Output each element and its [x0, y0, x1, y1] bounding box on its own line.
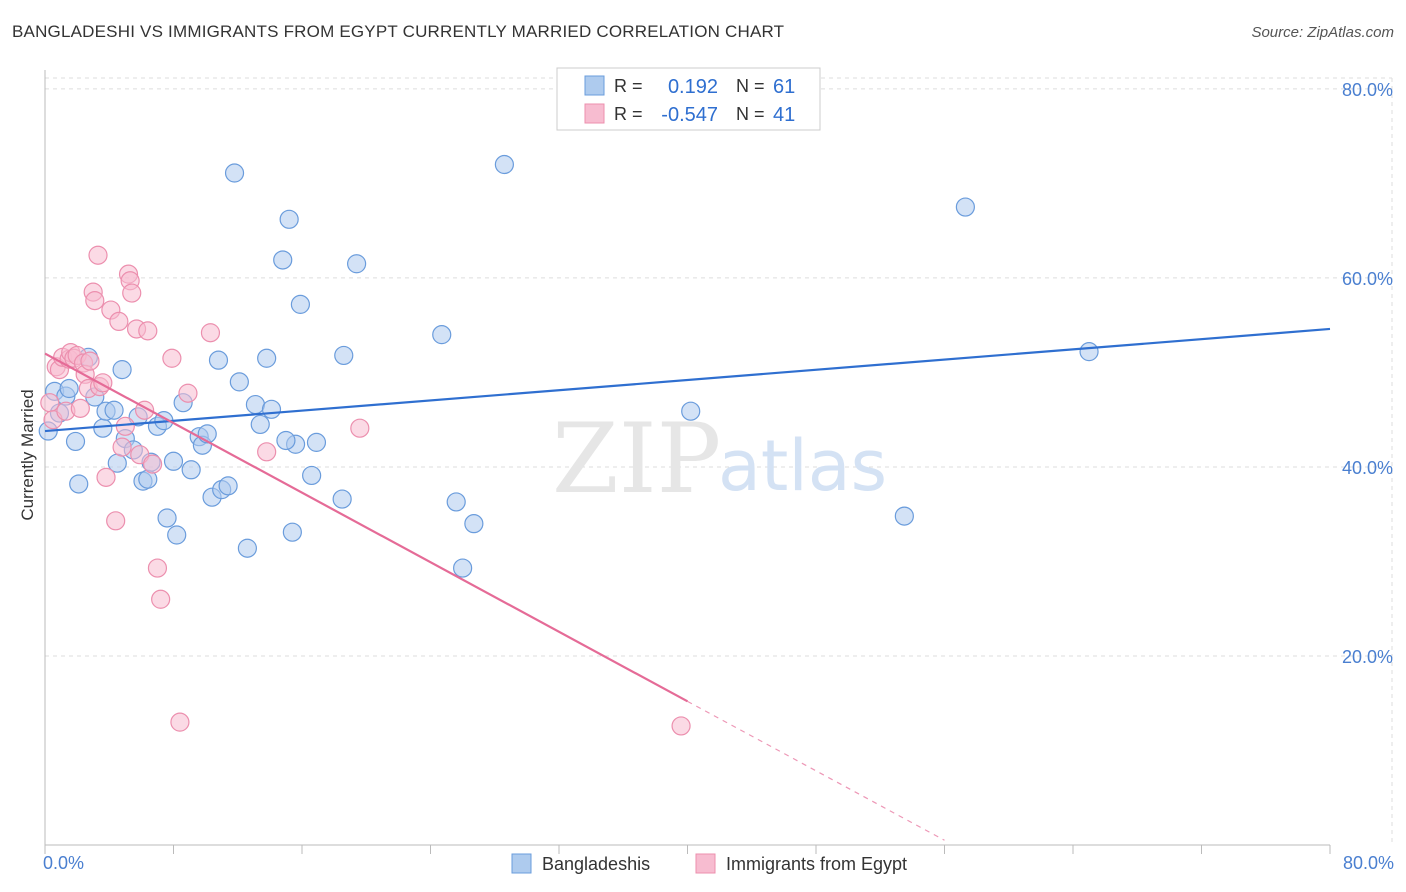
y-axis-label: Currently Married — [18, 389, 37, 520]
data-point-egypt — [151, 589, 171, 609]
data-point-egypt — [40, 393, 60, 413]
data-point-egypt — [138, 321, 158, 341]
legend-swatch-egypt — [695, 853, 716, 874]
legend-n-label: N = — [736, 76, 765, 96]
data-point-bangladeshis — [104, 400, 124, 420]
watermark-atlas: atlas — [718, 425, 887, 507]
legend-n-label: N = — [736, 104, 765, 124]
chart-title: BANGLADESHI VS IMMIGRANTS FROM EGYPT CUR… — [12, 22, 785, 41]
x-tick-label: 80.0% — [1343, 853, 1394, 873]
data-point-bangladeshis — [453, 558, 473, 578]
trend-line-bangladeshis — [44, 327, 1331, 433]
data-point-bangladeshis — [250, 414, 270, 435]
data-point-bangladeshis — [332, 489, 352, 509]
data-point-bangladeshis — [279, 209, 299, 229]
data-point-bangladeshis — [446, 492, 466, 512]
axes — [44, 70, 1331, 854]
data-point-egypt — [106, 511, 126, 531]
legend-r-value: 0.192 — [668, 76, 718, 98]
data-point-bangladeshis — [167, 525, 187, 545]
data-point-egypt — [162, 348, 182, 368]
data-point-bangladeshis — [306, 432, 327, 452]
data-point-egypt — [80, 351, 100, 371]
data-point-bangladeshis — [1079, 342, 1099, 362]
legend-label-bangladeshis: Bangladeshis — [542, 854, 650, 874]
legend-swatch-pink — [584, 103, 605, 124]
data-point-bangladeshis — [282, 522, 302, 542]
data-point-bangladeshis — [65, 431, 86, 452]
legend-series: Bangladeshis Immigrants from Egypt — [511, 853, 907, 874]
data-point-egypt — [88, 245, 108, 265]
legend-label-egypt: Immigrants from Egypt — [726, 854, 907, 874]
data-point-bangladeshis — [894, 506, 914, 526]
data-point-egypt — [115, 416, 135, 436]
series-egypt-points — [40, 245, 691, 736]
data-point-egypt — [130, 445, 150, 465]
data-point-bangladeshis — [208, 350, 229, 370]
data-point-egypt — [85, 291, 105, 311]
legend-r-label: R = — [614, 104, 643, 124]
watermark: ZIP atlas — [552, 403, 887, 515]
data-point-bangladeshis — [257, 348, 277, 368]
data-point-bangladeshis — [302, 465, 322, 486]
data-point-bangladeshis — [59, 378, 79, 399]
trend-lines — [44, 327, 1331, 841]
data-point-bangladeshis — [93, 418, 113, 438]
y-tick-label: 80.0% — [1342, 80, 1393, 100]
data-point-egypt — [70, 398, 90, 418]
data-point-egypt — [178, 383, 198, 403]
data-point-bangladeshis — [681, 401, 701, 421]
data-point-bangladeshis — [157, 508, 177, 528]
data-point-bangladeshis — [290, 294, 310, 314]
legend-stats: R = 0.192 N = 61 R = -0.547 N = 41 — [556, 67, 821, 131]
data-point-bangladeshis — [464, 514, 484, 534]
data-point-bangladeshis — [112, 360, 132, 380]
data-point-bangladeshis — [224, 163, 245, 183]
data-point-bangladeshis — [273, 250, 293, 270]
data-point-bangladeshis — [245, 394, 266, 415]
data-point-bangladeshis — [334, 345, 354, 366]
data-point-bangladeshis — [181, 460, 201, 480]
data-point-egypt — [257, 442, 277, 462]
y-tick-label: 40.0% — [1342, 458, 1393, 478]
data-point-bangladeshis — [69, 474, 89, 494]
data-point-bangladeshis — [347, 254, 367, 274]
data-point-egypt — [671, 716, 691, 736]
legend-r-value: -0.547 — [661, 104, 718, 126]
legend-n-value: 41 — [773, 104, 795, 126]
data-point-egypt — [109, 311, 129, 332]
data-point-egypt — [122, 283, 142, 303]
legend-n-value: 61 — [773, 76, 795, 98]
legend-r-label: R = — [614, 76, 643, 96]
trend-line-egypt-extension — [687, 700, 945, 841]
x-tick-label: 0.0% — [43, 853, 84, 873]
trend-line-egypt — [44, 352, 689, 703]
data-point-egypt — [96, 467, 116, 487]
data-point-bangladeshis — [163, 451, 184, 471]
source-credit: Source: ZipAtlas.com — [1251, 24, 1394, 41]
data-point-bangladeshis — [229, 372, 249, 392]
data-point-egypt — [350, 418, 370, 438]
y-tick-label: 60.0% — [1342, 269, 1393, 289]
data-point-egypt — [112, 437, 132, 457]
axis-ticks: 20.0% 40.0% 60.0% 80.0% 0.0% 80.0% — [43, 80, 1394, 873]
data-point-bangladeshis — [432, 325, 452, 345]
watermark-zip: ZIP — [552, 403, 721, 515]
legend-swatch-blue — [584, 75, 605, 96]
data-point-bangladeshis — [261, 399, 282, 419]
data-point-egypt — [200, 323, 221, 343]
data-point-bangladeshis — [237, 538, 257, 558]
data-point-egypt — [170, 712, 190, 732]
y-tick-label: 20.0% — [1342, 647, 1393, 667]
data-point-bangladeshis — [494, 154, 514, 175]
legend-swatch-bangladeshis — [511, 853, 532, 874]
data-point-egypt — [143, 454, 163, 474]
data-point-bangladeshis — [276, 430, 296, 451]
data-point-bangladeshis — [955, 197, 975, 217]
data-point-egypt — [147, 558, 168, 578]
data-point-bangladeshis — [218, 476, 238, 496]
